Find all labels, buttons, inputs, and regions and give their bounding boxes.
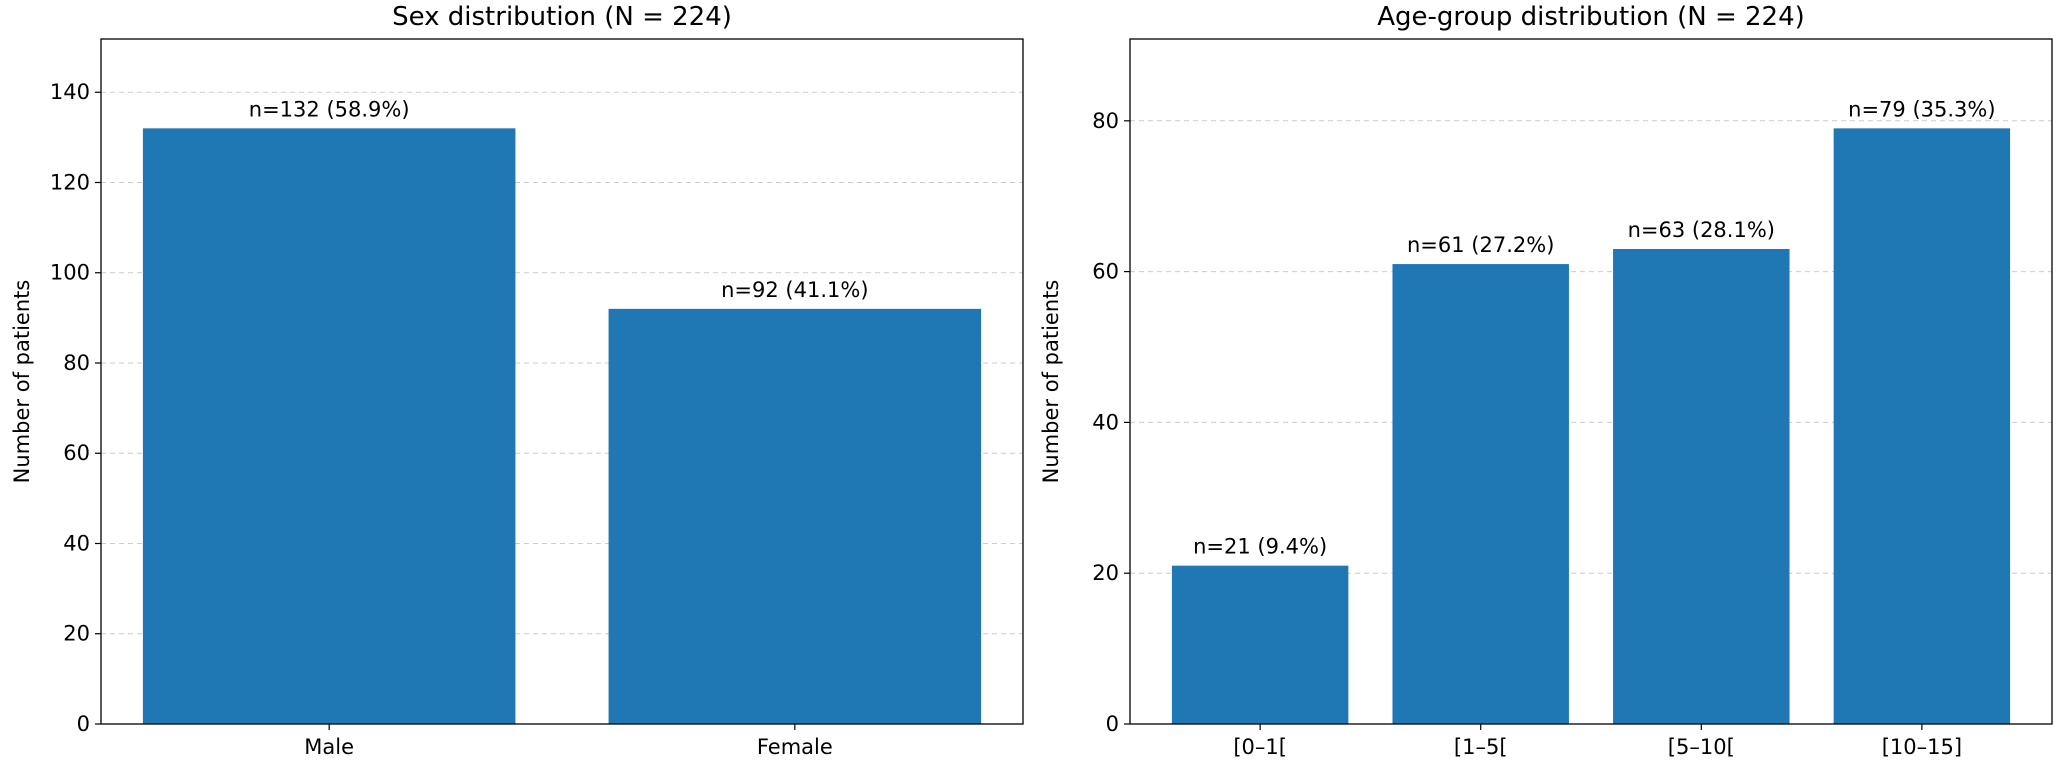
bar [142,128,516,724]
x-tick-label: [0–1[ [1233,735,1287,759]
chart-title: Age-group distribution (N = 224) [1377,2,1805,32]
y-tick-label: 20 [63,622,90,646]
y-axis-label: Number of patients [1039,280,1063,484]
y-tick-label: 80 [63,351,90,375]
bar [1833,128,2011,724]
value-label: n=21 (9.4%) [1193,535,1327,559]
x-tick-label: [5–10[ [1668,735,1735,759]
x-tick-label: Female [757,735,833,759]
x-tick-label: Male [304,735,354,759]
y-tick-label: 60 [63,441,90,465]
bar [1613,248,1790,724]
value-label: n=92 (41.1%) [721,278,868,302]
y-axis-label: Number of patients [10,280,34,484]
y-tick-label: 20 [1092,561,1119,585]
y-tick-label: 40 [63,531,90,555]
axes-frame [100,38,1024,725]
chart: 0 20 40 60 80 100 120 140 n=132 (58.9%) Male n=92 … [10,2,1024,759]
x-tick-label: [10–15] [1882,735,1962,759]
value-label: n=132 (58.9%) [249,97,410,121]
bar [1392,264,1569,724]
y-tick-label: 140 [50,80,90,104]
y-tick-label: 40 [1092,410,1119,434]
y-tick-label: 100 [50,261,90,285]
x-tick-label: [1–5[ [1454,735,1508,759]
value-label: n=61 (27.2%) [1407,233,1554,257]
y-tick-label: 0 [1106,712,1119,736]
axes-frame [1129,38,2053,725]
chart-title: Sex distribution (N = 224) [392,2,732,32]
y-tick-label: 0 [77,712,90,736]
bar [1171,565,1349,724]
bar [608,308,982,724]
y-tick-label: 120 [50,170,90,194]
y-tick-label: 60 [1092,260,1119,284]
y-tick-label: 80 [1092,109,1119,133]
chart: 0 20 40 60 80 n=21 (9.4%) [0–1[ n=61 (27.2%) [1–… [1039,2,2053,759]
value-label: n=63 (28.1%) [1628,218,1775,242]
value-label: n=79 (35.3%) [1848,97,1995,121]
